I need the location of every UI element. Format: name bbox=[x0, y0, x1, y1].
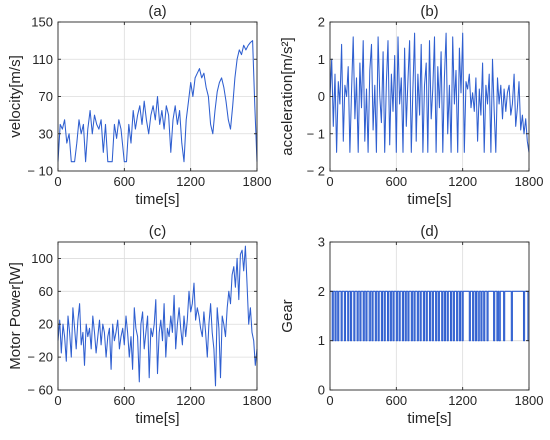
chart-title: (b) bbox=[420, 3, 438, 20]
x-tick-label: 0 bbox=[326, 174, 333, 189]
chart-title: (a) bbox=[148, 3, 166, 20]
chart-title: (d) bbox=[420, 223, 438, 240]
y-tick-label: 150 bbox=[31, 15, 53, 30]
x-tick-label: 1200 bbox=[176, 393, 205, 408]
subplot-c: 0 600 1200 1800 − 60 − 20 20 60 100 (c) time[s] Mot… bbox=[7, 223, 271, 427]
y-tick-label: 2 bbox=[318, 15, 325, 30]
x-tick-label: 1200 bbox=[448, 393, 477, 408]
y-tick-label: 1 bbox=[318, 333, 325, 348]
y-tick-label: 0 bbox=[318, 89, 325, 104]
x-axis-label: time[s] bbox=[407, 410, 451, 427]
y-tick-label: − 10 bbox=[27, 164, 53, 179]
y-tick-label: 2 bbox=[318, 284, 325, 299]
x-axis-label: time[s] bbox=[407, 191, 451, 208]
y-tick-label: 100 bbox=[31, 251, 53, 266]
subplot-d: 0 600 1200 1800 0 1 2 3 (d) time[s] Gear bbox=[279, 223, 543, 427]
y-tick-label: 110 bbox=[32, 52, 53, 67]
x-tick-label: 1800 bbox=[243, 174, 272, 189]
y-axis-label: Gear bbox=[279, 299, 296, 332]
y-axis-label: Motor Power[W] bbox=[7, 262, 24, 370]
axes-frame bbox=[329, 241, 530, 391]
y-tick-label: 1 bbox=[318, 52, 325, 67]
y-tick-label: 60 bbox=[39, 284, 53, 299]
series-line-c bbox=[57, 245, 258, 387]
x-tick-label: 0 bbox=[54, 393, 61, 408]
y-tick-label: − 1 bbox=[307, 126, 325, 141]
x-tick-label: 600 bbox=[113, 174, 135, 189]
x-tick-label: 0 bbox=[54, 174, 61, 189]
y-tick-label: 30 bbox=[39, 126, 53, 141]
x-tick-label: 1800 bbox=[243, 393, 272, 408]
x-axis-label: time[s] bbox=[135, 410, 179, 427]
subplot-a: 0 600 1200 1800 − 10 30 70 110 150 (a) time[s] velo… bbox=[7, 3, 271, 208]
series-line-a bbox=[57, 40, 258, 163]
x-tick-label: 600 bbox=[385, 393, 407, 408]
series-line-b bbox=[329, 32, 530, 153]
x-axis-label: time[s] bbox=[135, 191, 179, 208]
x-tick-label: 1800 bbox=[515, 393, 544, 408]
axes-frame bbox=[57, 241, 258, 391]
x-tick-label: 0 bbox=[326, 393, 333, 408]
series-line-d bbox=[330, 290, 529, 342]
y-tick-label: 3 bbox=[318, 235, 325, 250]
x-tick-label: 600 bbox=[113, 393, 135, 408]
y-axis-label: acceleration[m/s²] bbox=[279, 37, 296, 155]
y-axis-label: velocity[m/s] bbox=[7, 55, 24, 138]
x-tick-label: 1200 bbox=[176, 174, 205, 189]
y-tick-label: − 20 bbox=[27, 350, 53, 365]
y-tick-label: − 60 bbox=[27, 383, 53, 398]
subplot-b: 0 600 1200 1800 − 2 − 1 0 1 2 (b) time[s] accelerat… bbox=[279, 3, 543, 208]
y-tick-label: 70 bbox=[39, 89, 53, 104]
y-tick-label: − 2 bbox=[307, 164, 325, 179]
x-tick-label: 1800 bbox=[515, 174, 544, 189]
y-tick-label: 20 bbox=[39, 317, 53, 332]
x-tick-label: 600 bbox=[385, 174, 407, 189]
chart-title: (c) bbox=[149, 223, 167, 240]
y-tick-label: 0 bbox=[318, 383, 325, 398]
x-tick-label: 1200 bbox=[448, 174, 477, 189]
